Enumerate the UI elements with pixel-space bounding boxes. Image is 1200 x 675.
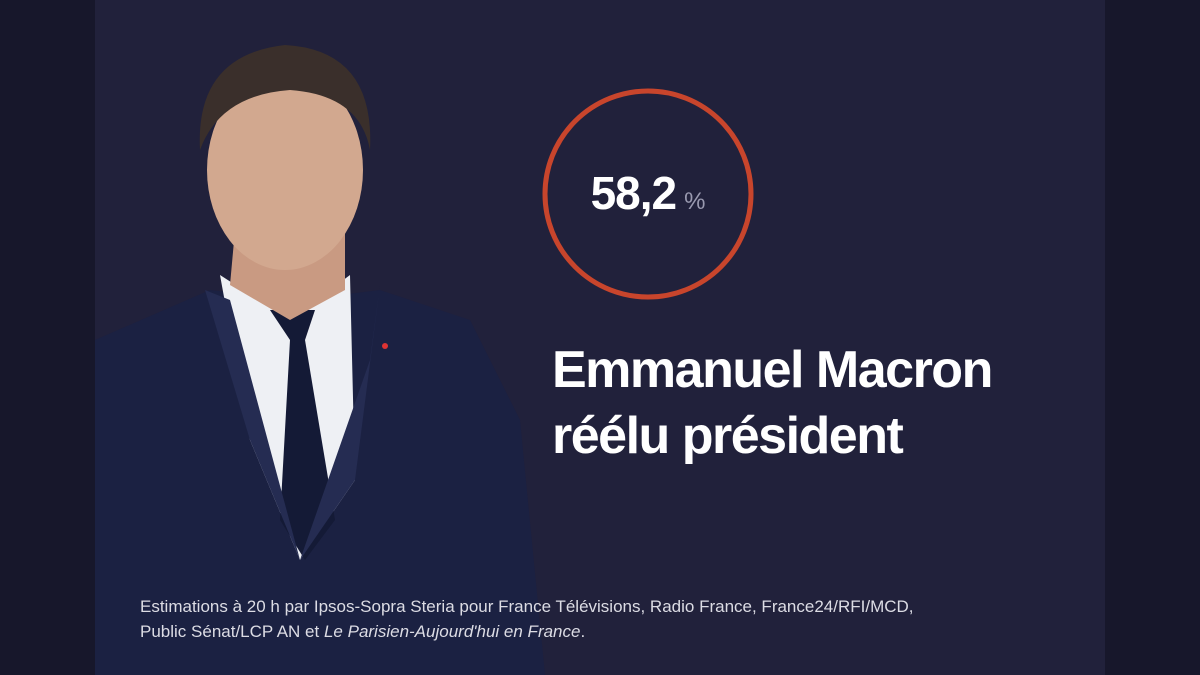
source-italic: Le Parisien-Aujourd'hui en France <box>323 622 581 641</box>
unit: % <box>684 188 706 215</box>
face <box>207 70 363 270</box>
headline: réélu président <box>552 407 904 465</box>
pin <box>382 343 388 349</box>
hair <box>199 45 371 150</box>
percentage: 58,2 <box>590 167 678 219</box>
headline: Emmanuel Macron <box>552 341 993 399</box>
result-circle <box>542 88 754 300</box>
source-text: Public Sénat/LCP AN et <box>140 622 324 641</box>
tie <box>270 310 335 560</box>
source-note: Estimations à 20 h par Ipsos-Sopra Steri… <box>140 597 914 616</box>
lapel <box>205 290 300 560</box>
source-text: . <box>580 622 586 641</box>
source-note: Public Sénat/LCP AN et Le Parisien-Aujou… <box>140 619 585 644</box>
result: 58,2% <box>548 166 748 220</box>
